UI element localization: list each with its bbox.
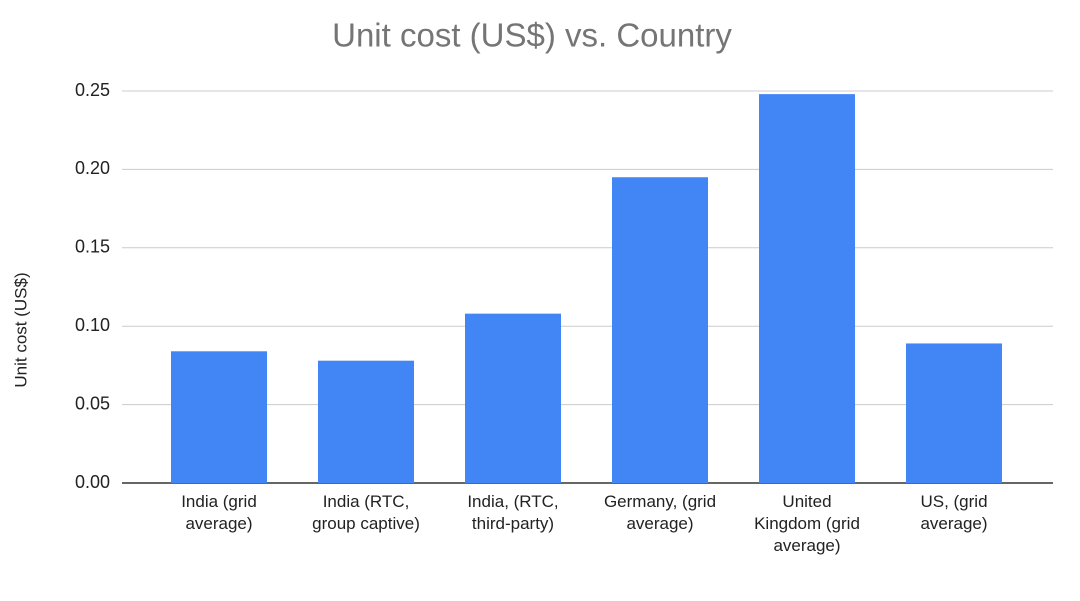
- y-tick-label: 0.20: [75, 158, 110, 178]
- y-tick-label: 0.05: [75, 393, 110, 413]
- bar: [906, 343, 1002, 483]
- y-tick-label: 0.00: [75, 472, 110, 492]
- x-tick-label: US, (grid average): [920, 492, 988, 533]
- y-tick-label: 0.10: [75, 315, 110, 335]
- x-tick-label: India, (RTC, third-party): [467, 492, 559, 533]
- x-tick-label: India (RTC, group captive): [312, 492, 420, 533]
- chart-title: Unit cost (US$) vs. Country: [332, 17, 732, 54]
- x-tick-label: India (grid average): [181, 492, 257, 533]
- y-tick-label: 0.25: [75, 80, 110, 100]
- bar: [759, 94, 855, 484]
- bar: [465, 313, 561, 483]
- y-axis-label: Unit cost (US$): [11, 272, 30, 387]
- x-tick-label: Germany, (grid average): [603, 492, 717, 533]
- y-tick-label: 0.15: [75, 237, 110, 257]
- x-tick-label: United Kingdom (grid average): [754, 492, 860, 555]
- bar: [171, 351, 267, 483]
- bar: [318, 360, 414, 483]
- bar: [612, 177, 708, 484]
